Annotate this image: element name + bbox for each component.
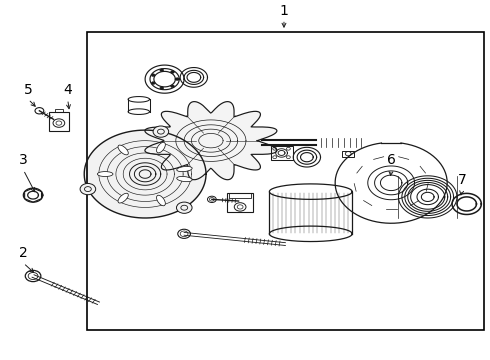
Ellipse shape [98, 172, 113, 176]
Circle shape [151, 74, 155, 77]
Circle shape [153, 126, 169, 137]
Text: 4: 4 [63, 83, 72, 97]
Circle shape [160, 87, 164, 89]
Ellipse shape [156, 142, 165, 153]
Bar [55, 109, 63, 112]
Text: 5: 5 [24, 83, 32, 97]
Ellipse shape [177, 176, 192, 182]
Text: 3: 3 [19, 153, 28, 167]
Polygon shape [145, 102, 277, 180]
Circle shape [176, 202, 192, 213]
Text: 2: 2 [19, 246, 28, 260]
Bar [227, 193, 253, 212]
Circle shape [151, 82, 155, 85]
Text: 7: 7 [458, 173, 466, 187]
Polygon shape [84, 130, 206, 218]
Bar [342, 150, 354, 157]
Circle shape [160, 69, 164, 72]
Ellipse shape [177, 166, 192, 172]
Bar [87, 32, 484, 330]
Text: 6: 6 [387, 153, 395, 167]
Bar [270, 146, 293, 160]
Bar [229, 193, 251, 198]
Ellipse shape [118, 193, 128, 203]
Circle shape [80, 184, 96, 195]
Circle shape [171, 71, 174, 73]
Circle shape [171, 85, 174, 88]
Ellipse shape [118, 145, 128, 155]
Circle shape [175, 78, 179, 81]
Text: 1: 1 [279, 4, 289, 18]
Bar [49, 112, 69, 131]
Ellipse shape [156, 195, 165, 206]
